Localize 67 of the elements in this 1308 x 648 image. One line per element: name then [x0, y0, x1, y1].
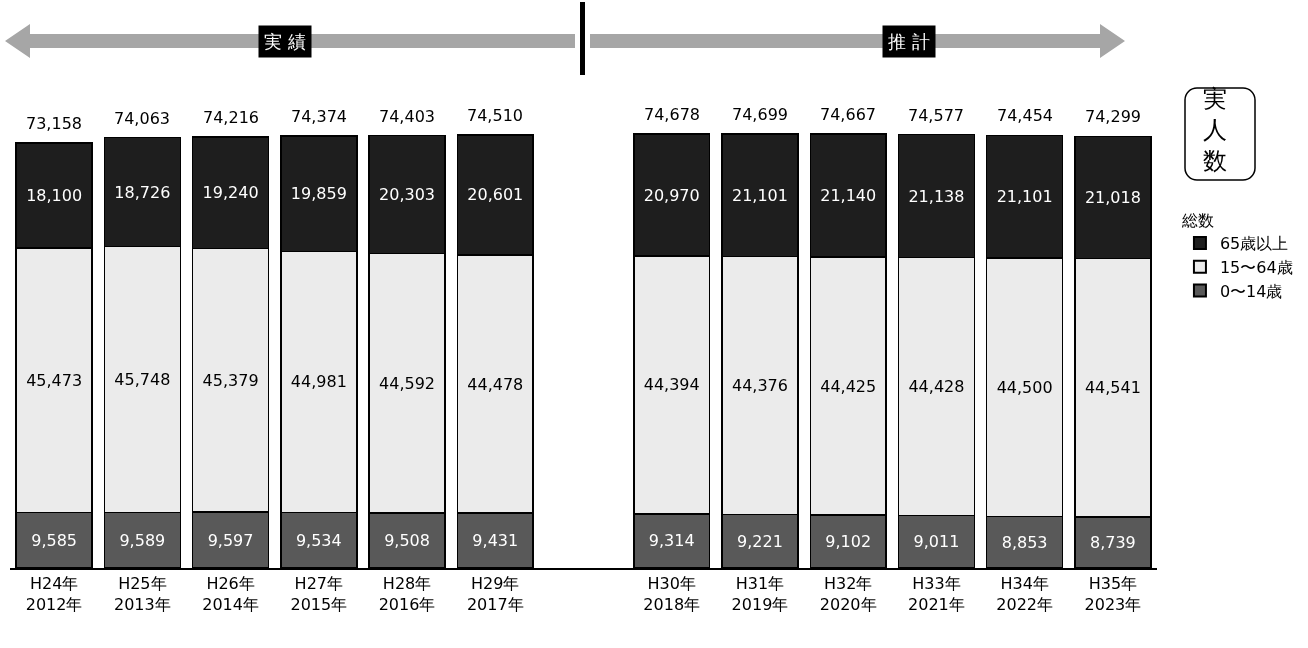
total-label: 74,374	[291, 107, 347, 126]
x-tick-label: H26年 2014年	[202, 573, 259, 614]
data-label: 44,478	[467, 374, 524, 394]
data-label: 19,859	[290, 184, 347, 204]
x-tick-label: H25年 2013年	[113, 573, 171, 614]
text: 実 績	[264, 31, 306, 52]
legend-label: 0〜14歳	[1219, 281, 1283, 301]
data-label: 44,541	[1084, 378, 1141, 398]
x-tick-label: H34年 2022年	[996, 573, 1054, 614]
total-label: 74,299	[1085, 107, 1141, 126]
x-tick-label: H28年 2016年	[378, 573, 436, 614]
data-label: 9,314	[648, 531, 695, 551]
total-label: 74,667	[820, 105, 876, 124]
total-label: 74,699	[732, 105, 788, 124]
data-label: 45,748	[114, 369, 171, 389]
data-label: 44,500	[996, 377, 1053, 397]
data-label: 18,100	[26, 186, 83, 206]
data-label: 44,592	[379, 373, 436, 393]
data-label: 18,726	[114, 182, 171, 202]
data-label: 20,601	[467, 185, 524, 205]
data-label: 9,508	[384, 530, 430, 550]
data-label: 9,597	[207, 530, 254, 550]
x-tick-label: H33年 2021年	[908, 573, 965, 614]
total-label: 74,216	[203, 108, 259, 127]
data-label: 21,101	[731, 185, 788, 205]
x-tick-label: H30年 2018年	[643, 573, 701, 614]
data-label: 9,534	[295, 530, 342, 550]
data-label: 9,431	[472, 531, 519, 551]
data-label: 45,379	[202, 370, 259, 390]
total-label: 74,454	[997, 106, 1053, 125]
data-label: 45,473	[26, 370, 83, 390]
x-tick-label: H29年 2017年	[466, 573, 524, 614]
x-tick-label: H24年 2012年	[25, 573, 83, 614]
data-label: 21,138	[908, 186, 965, 206]
total-label: 74,678	[644, 105, 700, 124]
total-label: 74,577	[908, 106, 964, 125]
data-label: 21,018	[1084, 187, 1141, 207]
data-label: 21,140	[820, 186, 877, 206]
x-tick-label: H31年 2019年	[731, 573, 789, 614]
data-label: 19,240	[202, 183, 259, 203]
text: 実人数	[1203, 85, 1227, 176]
total-label: 74,510	[467, 106, 523, 125]
total-label: 74,403	[379, 107, 435, 126]
x-tick-label: H35年 2023年	[1084, 573, 1142, 614]
total-label: 74,063	[114, 109, 170, 128]
data-label: 9,589	[119, 530, 166, 550]
data-label: 20,303	[379, 185, 436, 205]
legend-label: 65歳以上	[1219, 234, 1289, 254]
data-label: 44,981	[290, 372, 347, 392]
data-label: 9,102	[825, 532, 872, 552]
text: 推 計	[888, 31, 930, 52]
x-tick-label: H27年 2015年	[290, 573, 348, 614]
data-label: 9,221	[737, 531, 783, 551]
x-tick-label: H32年 2020年	[819, 573, 877, 614]
total-label: 73,158	[26, 114, 82, 133]
data-label: 44,376	[731, 376, 788, 396]
data-label: 20,970	[643, 185, 700, 205]
data-label: 44,394	[643, 375, 700, 395]
data-label: 8,853	[1001, 532, 1048, 552]
data-label: 44,428	[908, 377, 965, 397]
data-label: 44,425	[820, 376, 877, 396]
data-label: 21,101	[996, 187, 1053, 207]
data-label: 9,011	[913, 532, 960, 552]
legend-title: 総数	[1180, 211, 1214, 231]
legend-label: 15〜64歳	[1219, 258, 1293, 278]
data-label: 9,585	[31, 530, 78, 550]
data-label: 8,739	[1089, 533, 1136, 553]
